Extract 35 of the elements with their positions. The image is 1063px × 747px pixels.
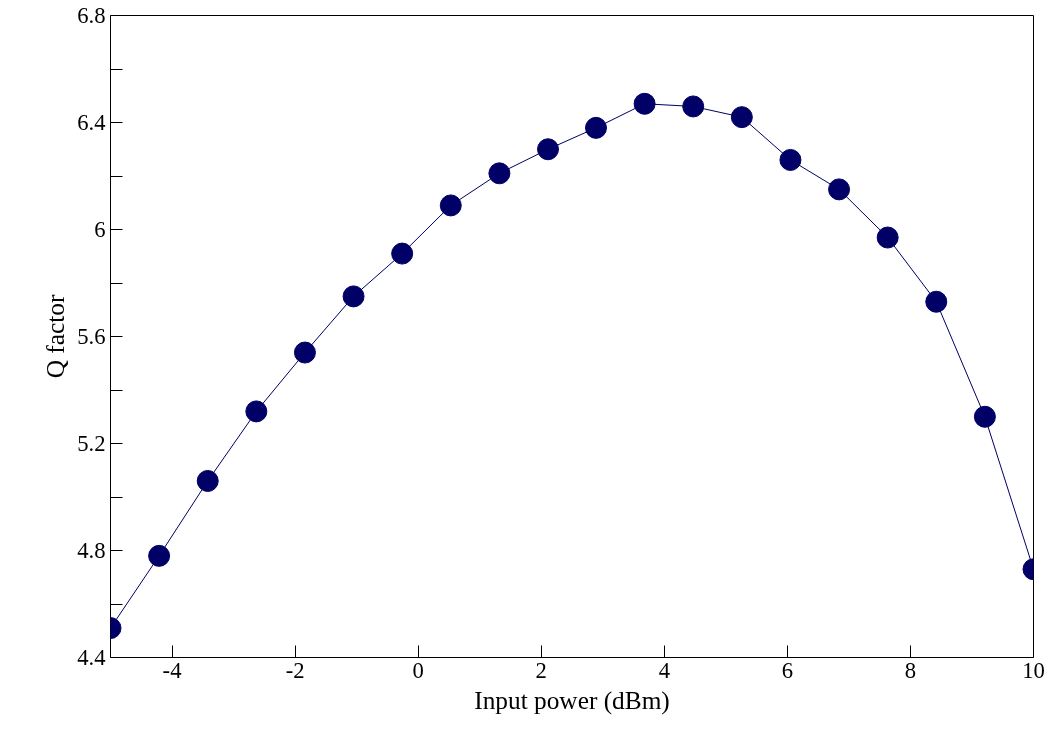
y-tick-label: 5.6 (77, 324, 106, 349)
point (245, 400, 268, 423)
point (537, 138, 559, 161)
y-tick-label: 6 (94, 217, 106, 242)
x-tick-label: -2 (285, 657, 305, 683)
x-tick-label: 10 (1022, 657, 1045, 683)
point (585, 116, 607, 139)
x-tick-label: -4 (162, 657, 182, 683)
x-tick-label: 4 (658, 657, 670, 683)
x-tick-label: 6 (781, 657, 794, 683)
x-tick-label: 2 (535, 657, 547, 683)
x-tick-label: 8 (904, 657, 917, 683)
y-tick-label: 5.2 (77, 431, 106, 456)
point (342, 285, 365, 308)
x-tick-label: 0 (412, 657, 424, 683)
point (876, 226, 899, 249)
point (488, 162, 511, 185)
y-tick-label: 6.4 (77, 110, 106, 135)
x-axis-title: Input power (dBm) (474, 685, 670, 715)
point (439, 194, 462, 217)
point (196, 469, 219, 492)
point (779, 148, 802, 171)
y-tick-label: 4.4 (77, 645, 106, 670)
point (148, 544, 171, 567)
y-tick-label: 4.8 (77, 538, 106, 563)
point (973, 405, 996, 428)
point (633, 92, 656, 115)
point (391, 242, 414, 265)
point (682, 95, 705, 118)
point (730, 106, 753, 129)
y-axis-title: Q factor (41, 294, 70, 379)
point (293, 341, 316, 364)
y-tick-label: 6.8 (77, 3, 106, 28)
point (925, 290, 948, 313)
point (828, 178, 851, 201)
